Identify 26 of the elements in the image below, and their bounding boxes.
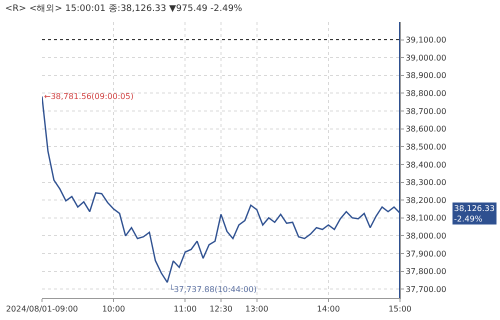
y-tick-label: 38,700.00 [406,106,446,116]
text: 38,126.33 -2.49% [454,204,495,224]
x-tick-label: 12:30 [209,304,233,314]
y-tick-label: 39,100.00 [406,36,446,45]
y-tick-label: 38,300.00 [406,178,446,188]
y-tick-label: 37,900.00 [406,249,446,258]
y-tick-label: 38,900.00 [406,71,446,80]
y-tick-label: 38,600.00 [406,124,446,134]
y-tick-label: 37,700.00 [406,284,446,294]
y-tick-label: 38,800.00 [406,89,446,98]
y-tick-label: 38,000.00 [406,231,446,240]
x-tick-label: 13:00 [245,304,268,314]
y-tick-label: 39,000.00 [406,53,446,62]
x-tick-label: 11:00 [174,304,197,314]
annotation: ←38,781.56(09:00:05) [44,92,134,101]
y-tick-label: 38,500.00 [406,142,446,152]
x-tick-label: 14:00 [316,304,340,314]
x-tick-label: 15:00 [388,304,412,314]
x-tick-label: 10:00 [102,304,126,314]
annotation: └37,737.88(10:44:00) [169,284,257,294]
chart-title: <R> <해외> 15:00:01 종:38,126.33 ▼975.49 -2.49% [5,4,243,14]
y-tick-label: 37,800.00 [406,267,446,276]
x-tick-label: 2024/08/01-09:00 [6,304,78,314]
y-tick-label: 38,400.00 [406,160,446,170]
y-tick-label: 38,200.00 [406,196,446,205]
y-tick-label: 38,100.00 [406,214,446,223]
